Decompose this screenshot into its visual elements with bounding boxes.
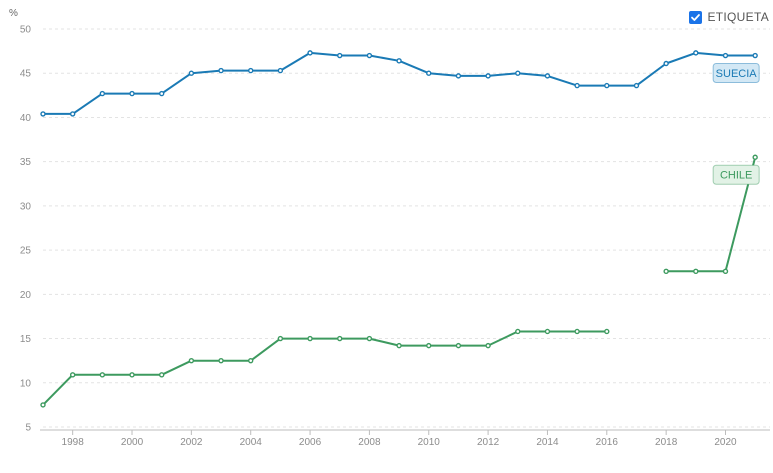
x-tick-label: 2002 xyxy=(180,437,203,448)
data-point-suecia xyxy=(633,82,640,89)
data-point-suecia xyxy=(129,90,135,97)
data-point-suecia xyxy=(99,90,106,97)
data-point-suecia xyxy=(574,82,580,89)
data-point-chile xyxy=(722,268,729,275)
y-tick-label: 35 xyxy=(20,157,32,168)
x-tick-label: 2010 xyxy=(418,437,441,448)
data-point-chile xyxy=(693,268,699,275)
data-point-suecia xyxy=(218,67,224,74)
data-point-suecia xyxy=(158,90,165,97)
data-point-suecia xyxy=(515,70,521,76)
data-point-chile xyxy=(426,342,432,349)
y-tick-label: 45 xyxy=(20,69,32,80)
data-point-suecia xyxy=(693,50,699,56)
x-tick-label: 2020 xyxy=(714,437,737,448)
series-label-suecia: SUECIA xyxy=(716,68,758,80)
data-point-suecia xyxy=(485,73,491,79)
data-point-chile xyxy=(485,342,491,349)
y-unit-label: % xyxy=(9,8,18,19)
data-point-suecia xyxy=(366,52,373,59)
data-point-suecia xyxy=(752,52,758,59)
data-point-suecia xyxy=(188,70,195,76)
data-point-suecia xyxy=(455,73,462,79)
series-lines xyxy=(40,50,758,408)
data-point-suecia xyxy=(248,67,254,74)
data-point-chile xyxy=(69,372,76,378)
data-point-chile xyxy=(188,357,195,364)
data-point-chile xyxy=(129,372,135,378)
data-point-suecia xyxy=(426,70,432,76)
data-point-chile xyxy=(366,335,373,342)
data-point-chile xyxy=(455,342,462,349)
series-line-chile xyxy=(665,156,757,273)
series-labels: SUECIA CHILE xyxy=(712,63,760,185)
x-tick-label: 2006 xyxy=(299,437,322,448)
data-point-suecia xyxy=(307,50,313,56)
x-tick-label: 2014 xyxy=(536,437,559,448)
x-tick-label: 2008 xyxy=(358,437,381,448)
data-point-suecia xyxy=(544,73,551,79)
data-point-chile xyxy=(574,328,580,335)
data-point-chile xyxy=(604,328,610,335)
x-tick-label: 2018 xyxy=(655,437,678,448)
y-tick-label: 25 xyxy=(20,246,32,257)
x-tick-label: 2012 xyxy=(477,437,500,448)
data-point-chile xyxy=(277,335,284,342)
y-tick-label: 10 xyxy=(20,378,32,389)
axes: 5 10 15 20 25 30 35 40 45 50% 1998 2000 2002 2004 2006… xyxy=(9,8,770,448)
data-point-suecia xyxy=(663,60,669,67)
data-point-chile xyxy=(752,154,758,160)
data-point-suecia xyxy=(396,58,402,64)
data-point-chile xyxy=(544,328,551,335)
data-point-chile xyxy=(248,357,254,364)
data-point-suecia xyxy=(604,82,610,89)
series-line-chile xyxy=(42,330,608,406)
y-tick-label: 50 xyxy=(20,25,32,36)
grid-lines xyxy=(43,28,770,428)
data-point-suecia xyxy=(40,111,46,117)
checkbox-checked-icon[interactable] xyxy=(689,10,703,24)
etiqueta-toggle[interactable]: ETIQUETA xyxy=(689,10,769,24)
series-label-box-chile xyxy=(712,164,760,185)
x-tick-label: 1998 xyxy=(62,437,85,448)
data-point-chile xyxy=(396,342,402,349)
y-tick-label: 20 xyxy=(20,290,32,301)
y-tick-label: 5 xyxy=(25,423,31,434)
etiqueta-label: ETIQUETA xyxy=(707,10,769,24)
data-point-suecia xyxy=(337,52,343,59)
data-point-suecia xyxy=(277,67,284,74)
data-point-chile xyxy=(515,328,521,335)
series-label-box-suecia xyxy=(712,63,760,84)
data-point-suecia xyxy=(722,52,729,59)
x-tick-label: 2000 xyxy=(121,437,144,448)
data-point-chile xyxy=(158,372,165,378)
series-label-chile: CHILE xyxy=(720,170,752,182)
data-point-chile xyxy=(337,335,343,342)
y-tick-label: 40 xyxy=(20,113,32,124)
y-tick-label: 30 xyxy=(20,201,32,212)
data-point-chile xyxy=(40,402,46,408)
data-point-chile xyxy=(99,372,106,378)
data-point-chile xyxy=(218,357,224,364)
data-point-chile xyxy=(663,268,669,275)
y-tick-label: 15 xyxy=(20,334,32,345)
x-tick-label: 2016 xyxy=(596,437,619,448)
x-tick-label: 2004 xyxy=(240,437,263,448)
data-point-suecia xyxy=(69,111,76,117)
data-point-chile xyxy=(307,335,313,342)
